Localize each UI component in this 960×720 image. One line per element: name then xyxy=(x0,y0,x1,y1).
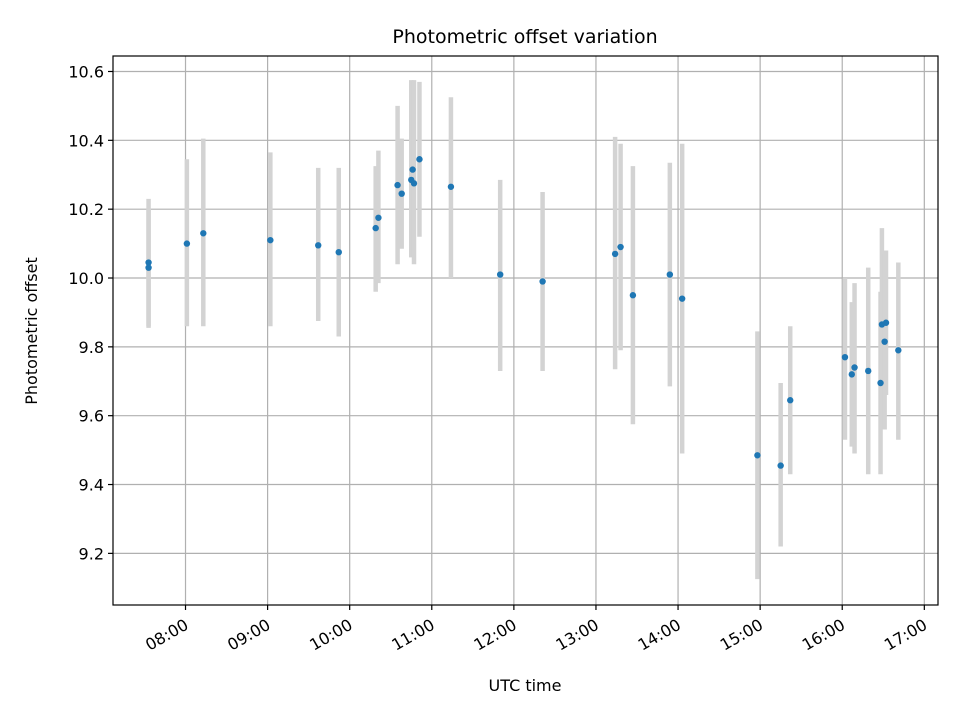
data-point xyxy=(539,278,546,285)
x-axis-label: UTC time xyxy=(489,676,562,695)
data-points xyxy=(145,156,902,469)
data-point xyxy=(881,338,888,345)
data-point xyxy=(666,271,674,278)
x-tick-label: 11:00 xyxy=(388,615,437,655)
data-point xyxy=(410,180,418,187)
data-point xyxy=(865,367,872,375)
y-axis-label: Photometric offset xyxy=(22,257,41,405)
data-point xyxy=(398,190,405,197)
data-point xyxy=(848,371,856,378)
data-point xyxy=(841,353,849,361)
data-point xyxy=(145,264,152,271)
grid-lines xyxy=(113,56,938,605)
data-point xyxy=(394,181,401,189)
data-point xyxy=(777,462,784,469)
y-axis-ticks: 9.2 9.4 9.6 9.8 10.0 10.2 10.4 10.6 xyxy=(68,62,113,563)
x-tick-label: 12:00 xyxy=(470,615,519,655)
chart-title: Photometric offset variation xyxy=(392,26,657,48)
x-tick-label: 09:00 xyxy=(224,615,273,655)
x-tick-label: 17:00 xyxy=(881,615,930,655)
plot-frame xyxy=(112,55,939,606)
data-point xyxy=(787,397,794,404)
data-point xyxy=(335,248,342,256)
y-tick-label: 10.4 xyxy=(68,131,104,150)
data-point xyxy=(267,236,274,244)
data-point xyxy=(372,224,379,232)
data-point xyxy=(145,259,152,266)
x-tick-label: 08:00 xyxy=(142,615,191,655)
y-tick-label: 9.8 xyxy=(79,338,104,357)
data-point xyxy=(315,242,322,249)
x-tick-label: 13:00 xyxy=(553,615,602,655)
data-point xyxy=(851,364,858,371)
y-tick-label: 10.6 xyxy=(68,62,104,81)
x-tick-label: 16:00 xyxy=(799,615,848,655)
y-tick-label: 10.2 xyxy=(68,200,104,219)
data-point xyxy=(882,319,890,326)
data-point xyxy=(895,347,902,354)
data-point xyxy=(416,156,423,163)
y-tick-label: 9.4 xyxy=(79,476,104,495)
data-point xyxy=(200,230,207,237)
x-tick-label: 15:00 xyxy=(717,615,766,655)
data-point xyxy=(183,240,191,247)
x-tick-label: 14:00 xyxy=(635,615,684,655)
data-point xyxy=(754,452,761,459)
data-point xyxy=(611,250,619,258)
data-point xyxy=(496,271,504,278)
x-tick-label: 10:00 xyxy=(306,615,355,655)
y-tick-label: 10.0 xyxy=(68,269,104,288)
y-tick-label: 9.6 xyxy=(79,407,104,426)
data-point xyxy=(447,183,455,190)
data-point xyxy=(877,379,884,387)
plot-area-background xyxy=(113,56,938,605)
data-point xyxy=(617,243,624,251)
data-point xyxy=(629,292,637,299)
data-point xyxy=(375,214,382,221)
x-axis-ticks: 08:00 09:00 10:00 11:00 12:00 13:00 14:00 15:00… xyxy=(142,605,930,655)
data-point xyxy=(409,166,416,173)
y-tick-label: 9.2 xyxy=(79,544,104,563)
data-point xyxy=(678,295,686,302)
